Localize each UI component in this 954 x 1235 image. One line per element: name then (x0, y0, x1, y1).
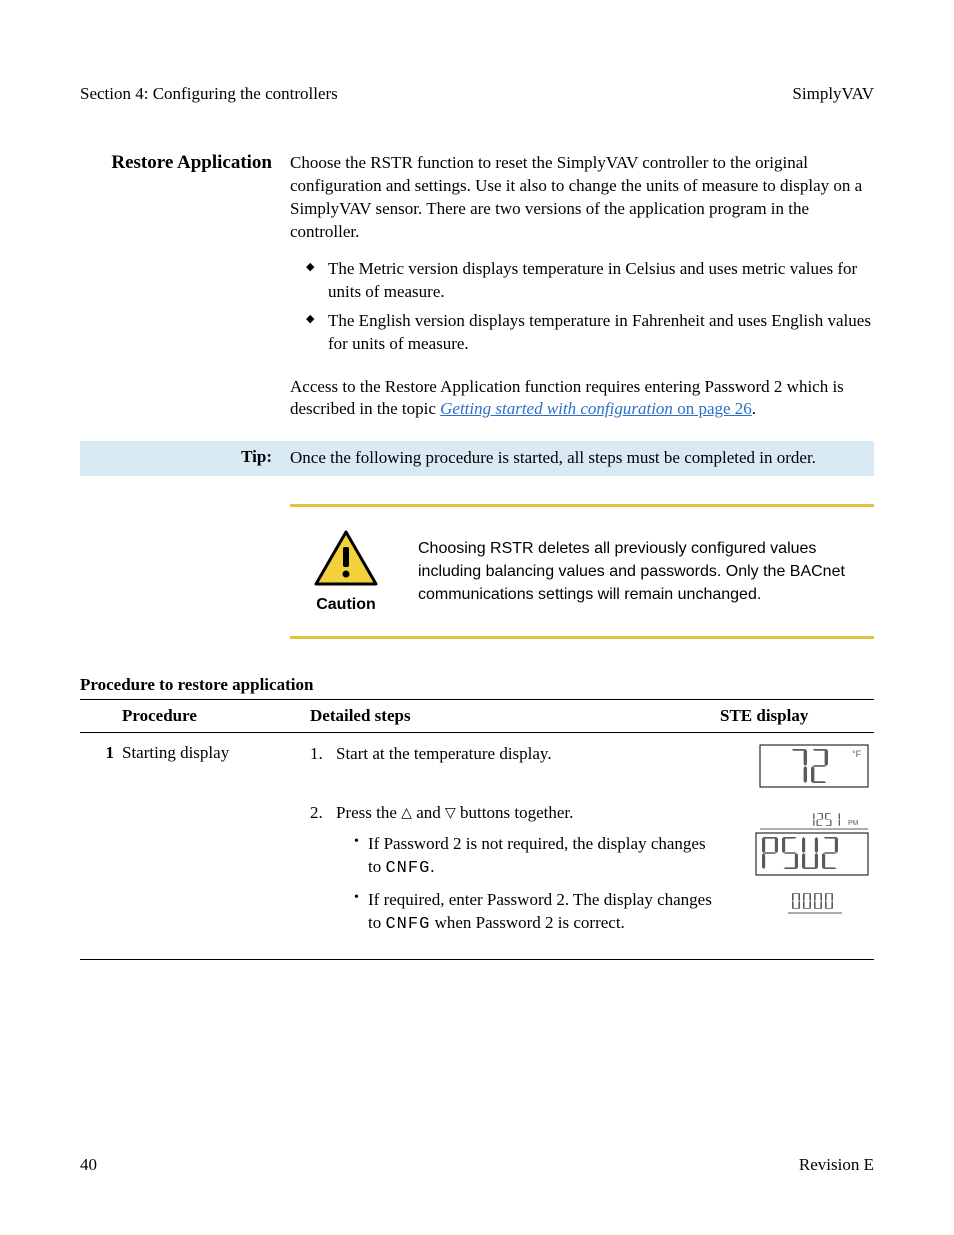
link-getting-started[interactable]: Getting started with configuration (440, 399, 673, 418)
down-triangle-icon: ▽ (445, 805, 456, 824)
detailed-steps-list: Start at the temperature display. Press … (310, 743, 712, 937)
tip-text: Once the following procedure is started,… (290, 447, 866, 470)
running-head-left: Section 4: Configuring the controllers (80, 84, 338, 104)
tip-callout: Tip: Once the following procedure is sta… (80, 441, 874, 476)
svg-text:PM: PM (848, 820, 859, 827)
link-getting-started-page[interactable]: on page 26 (673, 399, 752, 418)
cnfg-code-1: CNFG (385, 859, 430, 878)
caution-callout: Caution Choosing RSTR deletes all previo… (290, 504, 874, 639)
svg-text:°F: °F (852, 749, 862, 759)
ste-display-0000 (750, 891, 870, 919)
restore-bullet-metric: The Metric version displays temperature … (312, 258, 874, 304)
page-number: 40 (80, 1155, 97, 1175)
table-row: 1 Starting display Start at the temperat… (80, 733, 874, 960)
step-2-suffix: buttons together. (456, 803, 574, 822)
row-number: 1 (80, 733, 118, 960)
running-head-right: SimplyVAV (792, 84, 874, 104)
restore-bullet-list: The Metric version displays temperature … (290, 258, 874, 356)
cnfg-code-2: CNFG (385, 915, 430, 934)
caution-text: Choosing RSTR deletes all previously con… (396, 537, 868, 607)
procedure-table-title: Procedure to restore application (80, 675, 874, 695)
step-2: Press the △ and ▽ buttons together. If P… (310, 802, 712, 937)
step-2-bullet-2: If required, enter Password 2. The displ… (354, 889, 712, 937)
row-procedure-name: Starting display (118, 733, 306, 960)
procedure-table: Procedure Detailed steps STE display 1 S… (80, 699, 874, 960)
caution-icon (313, 529, 379, 587)
ste-display-psw2: PM (750, 813, 870, 877)
th-procedure: Procedure (118, 700, 306, 733)
restore-intro-para: Choose the RSTR function to reset the Si… (290, 152, 874, 244)
restore-access-para: Access to the Restore Application functi… (290, 376, 874, 422)
heading-restore-application: Restore Application (111, 152, 272, 173)
caution-label: Caution (296, 596, 396, 614)
th-detailed-steps: Detailed steps (306, 700, 716, 733)
step-2-bullet-1: If Password 2 is not required, the displ… (354, 833, 712, 881)
ste-display-72f: °F (750, 743, 870, 789)
tip-label: Tip: (80, 447, 290, 470)
step-2-mid: and (412, 803, 445, 822)
step-2-prefix: Press the (336, 803, 401, 822)
step-1: Start at the temperature display. (310, 743, 712, 766)
restore-bullet-english: The English version displays temperature… (312, 310, 874, 356)
th-ste-display: STE display (716, 700, 874, 733)
revision-label: Revision E (799, 1155, 874, 1175)
up-triangle-icon: △ (401, 805, 412, 824)
restore-access-suffix: . (752, 399, 756, 418)
